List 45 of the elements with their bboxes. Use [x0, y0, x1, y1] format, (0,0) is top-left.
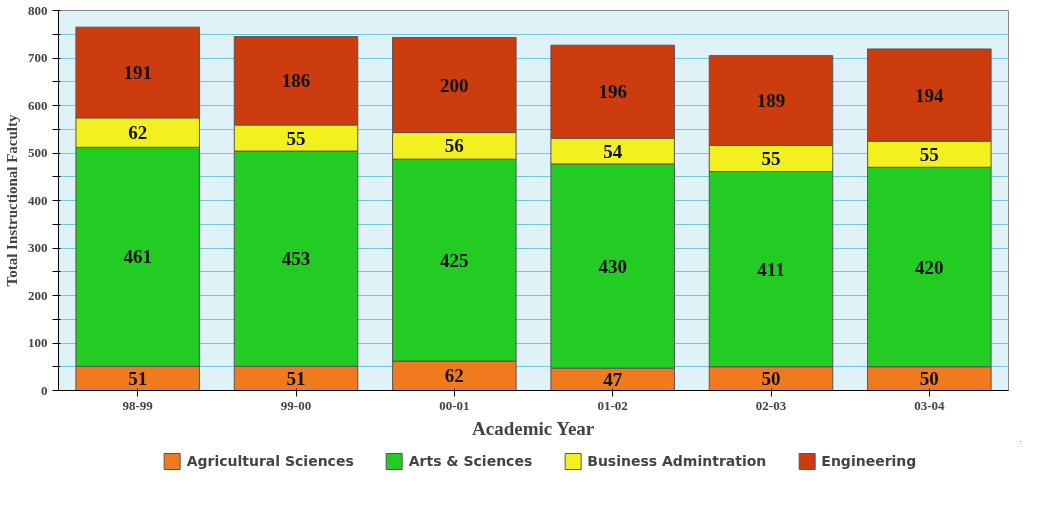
data-label: 200 [440, 74, 469, 96]
y-tick-label: 0 [41, 382, 48, 398]
data-label: 51 [286, 367, 306, 389]
data-label: 55 [761, 147, 781, 169]
data-label: 420 [915, 256, 944, 278]
data-label: 47 [603, 368, 623, 390]
data-label: 62 [444, 365, 464, 387]
y-tick-label: 300 [28, 240, 48, 255]
data-label: 51 [128, 367, 148, 389]
y-tick-label: 800 [28, 2, 48, 18]
data-label: 50 [761, 368, 781, 390]
data-label: 62 [128, 122, 148, 144]
data-label: 453 [281, 248, 311, 270]
data-label: 55 [919, 143, 939, 165]
data-label: 54 [603, 140, 623, 162]
data-label: 411 [757, 258, 785, 280]
data-label: 189 [756, 90, 786, 112]
data-label: 186 [281, 70, 311, 92]
y-tick-label: 400 [28, 192, 48, 208]
legend-label: Business Admintration [587, 453, 767, 469]
y-tick-label: 100 [28, 335, 48, 350]
x-tick-label: 98-99 [122, 397, 154, 413]
y-tick-label: 500 [28, 145, 48, 160]
x-tick-label: 00-01 [439, 397, 470, 413]
x-tick-label: 03-04 [914, 397, 945, 413]
data-label: 191 [123, 61, 152, 83]
data-label: 196 [598, 81, 627, 103]
x-tick-label: 01-02 [597, 397, 628, 413]
y-tick-label: 200 [28, 287, 48, 303]
legend-label: Engineering [821, 453, 917, 469]
legend-label: Arts & Sciences [408, 453, 533, 469]
y-tick-label: 700 [28, 50, 48, 65]
data-label: 56 [444, 135, 464, 157]
data-label: 55 [286, 127, 306, 149]
data-label: 50 [919, 368, 939, 390]
x-tick-label: 02-03 [755, 397, 787, 413]
data-label: 194 [915, 84, 945, 106]
y-tick-label: 600 [28, 97, 48, 113]
x-axis-title: Academic Year [472, 417, 595, 439]
x-tick-label: 99-00 [280, 397, 312, 413]
legend-label: Agricultural Sciences [186, 453, 354, 469]
data-label: 461 [123, 246, 152, 268]
data-label: 430 [598, 255, 627, 277]
y-axis-title: Total Instructional Faculty [4, 114, 20, 287]
data-label: 425 [440, 249, 469, 271]
